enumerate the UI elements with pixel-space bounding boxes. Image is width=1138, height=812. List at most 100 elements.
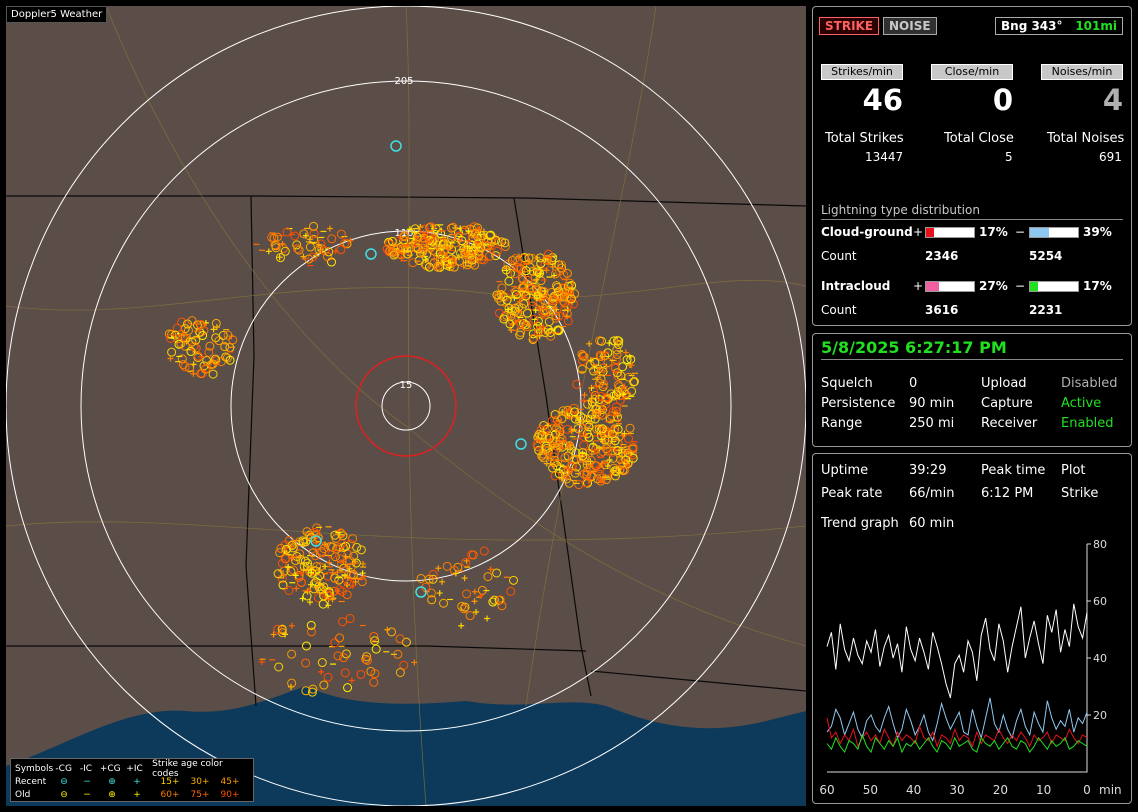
strike-marker — [484, 251, 494, 261]
strike-marker — [512, 262, 522, 272]
strike-marker — [336, 229, 346, 239]
strike-marker — [613, 424, 623, 434]
strike-marker — [516, 264, 526, 274]
status-divider — [821, 359, 1123, 360]
strike-marker — [554, 423, 564, 433]
strike-marker — [418, 237, 428, 247]
strike-marker — [473, 239, 483, 249]
strike-marker — [307, 687, 317, 697]
close-per-min-label: Close/min — [931, 64, 1013, 80]
strike-marker — [609, 431, 619, 441]
strike-marker — [399, 231, 409, 241]
strike-marker — [600, 435, 610, 445]
range-label-15: 15 — [400, 380, 413, 391]
strike-marker — [279, 240, 286, 247]
intracloud-label: Intracloud — [821, 279, 891, 293]
strike-marker — [293, 244, 303, 254]
strike-marker — [344, 563, 351, 570]
strike-marker — [501, 265, 511, 275]
strike-marker — [318, 599, 328, 609]
strike-button[interactable]: STRIKE — [819, 17, 880, 35]
strike-marker — [516, 327, 526, 337]
strike-marker — [618, 460, 628, 470]
strike-marker — [516, 319, 526, 329]
strike-marker — [476, 226, 483, 233]
strike-marker — [479, 546, 489, 556]
strike-marker — [562, 268, 572, 278]
strike-marker — [583, 461, 590, 468]
strike-marker — [280, 554, 290, 564]
strike-marker — [330, 530, 340, 540]
strike-marker — [278, 580, 288, 590]
strike-marker — [537, 270, 544, 277]
total-close-label: Total Close — [944, 131, 1014, 146]
total-strikes-value: 13447 — [865, 150, 904, 164]
strike-marker — [585, 464, 595, 474]
strike-marker — [337, 539, 347, 549]
strike-marker — [491, 251, 501, 261]
strike-marker — [572, 379, 582, 389]
strike-marker — [507, 256, 517, 266]
strike-marker — [370, 669, 380, 679]
strike-marker — [308, 548, 318, 558]
strike-marker — [439, 246, 449, 256]
strike-marker — [463, 557, 470, 564]
strike-marker — [596, 352, 606, 362]
strike-marker — [398, 244, 408, 254]
trend-graph-value[interactable]: 60 min — [909, 516, 955, 531]
strike-marker — [408, 258, 418, 268]
strike-marker — [582, 469, 592, 479]
strike-marker — [299, 537, 309, 547]
strike-marker — [467, 255, 477, 265]
strike-marker — [454, 231, 464, 241]
cg-positive-bar — [925, 227, 975, 238]
strike-marker — [299, 562, 309, 572]
map-canvas[interactable]: 205 110 15 — [6, 6, 806, 806]
strike-marker — [560, 298, 570, 308]
strike-marker — [598, 424, 608, 434]
strike-marker — [493, 237, 503, 247]
strike-marker — [348, 677, 355, 684]
strike-marker — [506, 586, 516, 596]
strike-marker — [305, 242, 315, 252]
x-tick-label: 60 — [819, 783, 834, 797]
strike-map[interactable]: 205 110 15 Doppler5 Weather Symbols -CG … — [6, 6, 806, 806]
legend-age-label: Strike age color codes — [152, 758, 223, 779]
status-panel: 5/8/2025 6:27:17 PM Squelch 0 Upload Disabl… — [812, 333, 1132, 447]
strike-marker — [306, 236, 313, 243]
strike-marker — [611, 406, 621, 416]
strike-marker — [189, 341, 199, 351]
strike-marker — [518, 275, 528, 285]
strike-marker — [507, 316, 517, 326]
strike-marker — [277, 558, 287, 568]
noise-button[interactable]: NOISE — [883, 17, 937, 35]
strike-marker — [292, 240, 302, 250]
ic-plus-sign: + — [913, 279, 924, 293]
strike-marker — [306, 627, 316, 637]
plot-value[interactable]: Strike — [1061, 486, 1099, 501]
strike-marker — [327, 549, 337, 559]
strike-marker — [624, 448, 631, 455]
strike-marker — [399, 660, 409, 670]
strike-marker — [300, 556, 310, 566]
strike-marker — [220, 342, 230, 352]
strike-marker — [303, 558, 313, 568]
strike-marker — [486, 230, 496, 240]
strike-marker — [621, 430, 628, 437]
strike-marker — [537, 430, 547, 440]
strike-marker — [216, 357, 226, 367]
strike-marker — [565, 288, 575, 298]
strike-marker — [597, 336, 607, 346]
trend-series-1 — [826, 697, 1088, 743]
strike-marker — [275, 253, 285, 263]
strike-marker — [613, 439, 623, 449]
strike-marker — [462, 589, 472, 599]
legend-age-75: 75+ — [190, 789, 210, 800]
capture-label: Capture — [981, 396, 1033, 411]
strike-marker — [424, 574, 434, 584]
strike-marker — [196, 320, 206, 330]
strike-marker — [272, 232, 282, 242]
strike-marker — [610, 363, 620, 373]
strike-marker — [534, 268, 544, 278]
strike-marker — [360, 573, 367, 580]
